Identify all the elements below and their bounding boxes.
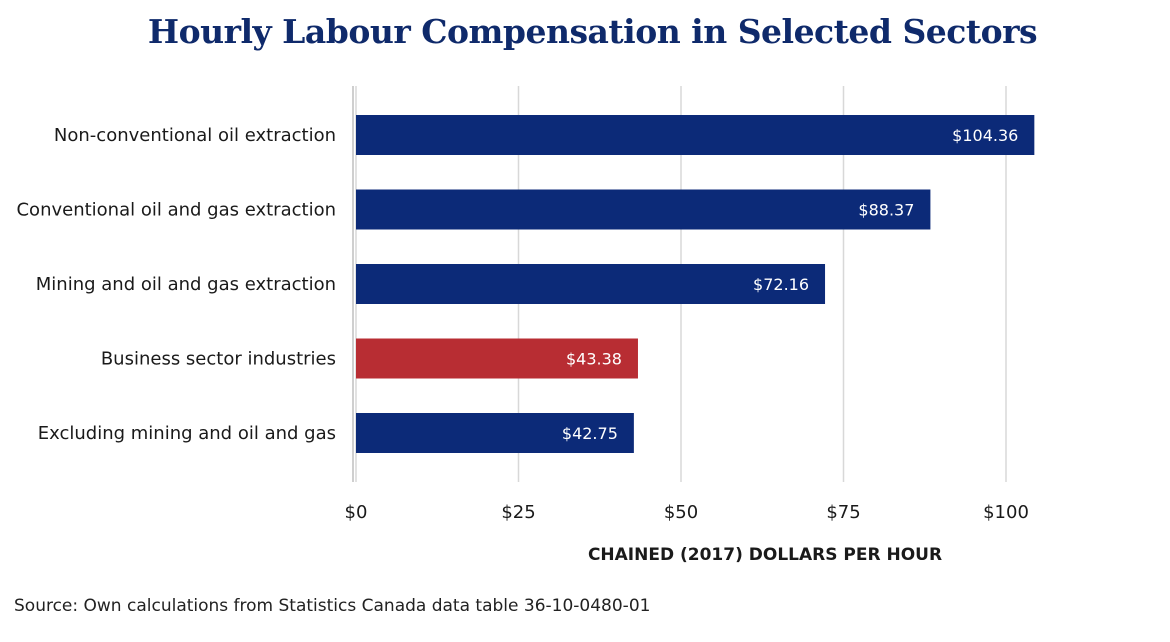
category-label: Excluding mining and oil and gas (38, 423, 336, 444)
bar (356, 189, 931, 230)
bar-value-label: $72.16 (753, 275, 809, 294)
chart-title: Hourly Labour Compensation in Selected S… (147, 12, 1038, 51)
category-label: Non-conventional oil extraction (54, 125, 336, 146)
category-label: Business sector industries (101, 349, 336, 370)
x-tick-label: $75 (826, 502, 860, 523)
bars: $104.36 $88.37 $72.16 $43.38 $42.75 (356, 115, 1035, 453)
x-tick-label: $50 (664, 502, 698, 523)
bar (356, 115, 1035, 155)
source-note: Source: Own calculations from Statistics… (14, 596, 651, 616)
x-tick-label: $25 (501, 502, 535, 523)
category-label: Conventional oil and gas extraction (16, 200, 336, 221)
x-tick-label: $0 (345, 502, 368, 523)
category-labels: Non-conventional oil extraction Conventio… (16, 125, 336, 444)
bar (356, 413, 634, 453)
x-tick-label: $100 (983, 502, 1029, 523)
bar (356, 264, 826, 304)
bar (356, 338, 638, 379)
bar-value-label: $88.37 (858, 201, 914, 220)
x-tick-labels: $0 $25 $50 $75 $100 (345, 502, 1029, 523)
category-label: Mining and oil and gas extraction (36, 274, 336, 295)
bar-value-label: $42.75 (562, 424, 618, 443)
bar-value-label: $104.36 (952, 126, 1018, 145)
bar-value-label: $43.38 (566, 350, 622, 369)
x-axis-title: CHAINED (2017) DOLLARS PER HOUR (588, 545, 942, 565)
